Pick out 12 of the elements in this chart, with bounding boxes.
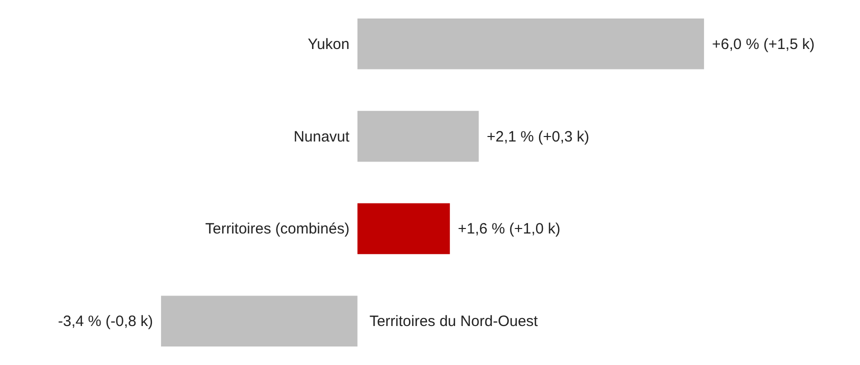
y-tick-label: Territoires (combinés) — [205, 220, 350, 238]
bar — [357, 203, 450, 254]
data-label: +6,0 % (+1,5 k) — [712, 36, 815, 53]
data-label: -3,4 % (-0,8 k) — [58, 313, 154, 330]
bar — [357, 18, 704, 70]
y-tick-label: Nunavut — [294, 128, 350, 146]
bar — [357, 110, 479, 162]
data-label: +1,6 % (+1,0 k) — [458, 220, 560, 238]
y-tick-label: Territoires du Nord-Ouest — [369, 313, 539, 330]
bar — [161, 296, 358, 347]
data-label: +2,1 % (+0,3 k) — [486, 128, 590, 146]
y-tick-label: Yukon — [308, 36, 350, 53]
